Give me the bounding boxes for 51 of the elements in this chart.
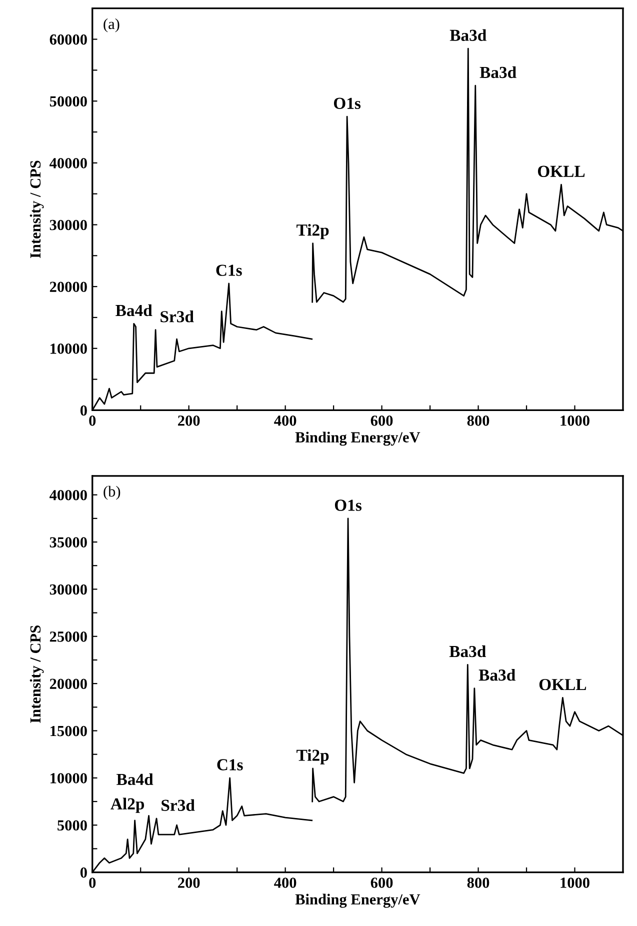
x-tick-label: 400 [274,416,296,426]
x-tick-label: 600 [370,878,393,888]
x-tick-label: 200 [178,416,200,426]
y-tick-label: 5000 [58,820,87,831]
y-tick-label: 25000 [50,632,87,642]
x-tick-label: 200 [178,878,200,888]
annotation: Ba3d [478,669,516,681]
y-tick-label: 40000 [50,490,87,500]
annotation: O1s [334,500,362,511]
annotation: Ba4d [116,304,152,316]
x-axis-title: Binding Energy/eV [295,432,420,446]
annotation: Ba3d [480,66,516,78]
y-tick-label: 20000 [50,678,87,690]
annotation: Sr3d [162,799,195,811]
y-tick-label: 15000 [50,726,87,736]
y-tick-label: 50000 [50,96,87,107]
y-tick-label: 10000 [50,344,87,354]
annotation: C1s [216,264,242,276]
x-tick-label: 0 [89,416,96,426]
x-tick-label: 600 [370,416,393,426]
annotation: C1s [217,759,243,770]
x-tick-label: 0 [89,878,96,888]
y-tick-label: 40000 [50,158,87,168]
x-axis-title: Binding Energy/eV [295,894,420,908]
annotation: Ti2p [296,749,329,764]
annotation: Ba3d [450,29,486,41]
annotation: Al2p [110,798,144,813]
y-tick-label: 60000 [50,34,87,45]
y-tick-label: 30000 [50,584,87,595]
annotation: Ba4d [116,773,154,786]
y-tick-label: 30000 [50,220,87,230]
annotation: Ba3d [449,645,486,658]
y-tick-label: 35000 [50,537,87,548]
x-tick-label: 1000 [560,416,590,426]
annotation: O1s [334,98,361,109]
annotation: (b) [104,486,120,500]
annotation: Ti2p [296,224,329,240]
y-axis-title: Intensity / CPS [30,160,44,258]
annotation: Sr3d [160,310,194,322]
x-tick-label: 1000 [560,878,590,888]
y-axis-title: Intensity / CPS [30,626,44,723]
y-tick-label: 0 [80,405,87,416]
x-tick-label: 400 [274,878,296,888]
y-tick-label: 20000 [50,282,87,292]
annotation: OKLL [538,166,585,177]
annotation: OKLL [539,678,586,690]
x-tick-label: 800 [467,416,490,426]
y-tick-label: 10000 [50,773,87,784]
annotation: (a) [104,18,120,32]
y-tick-label: 0 [80,867,87,878]
x-tick-label: 800 [467,878,490,888]
